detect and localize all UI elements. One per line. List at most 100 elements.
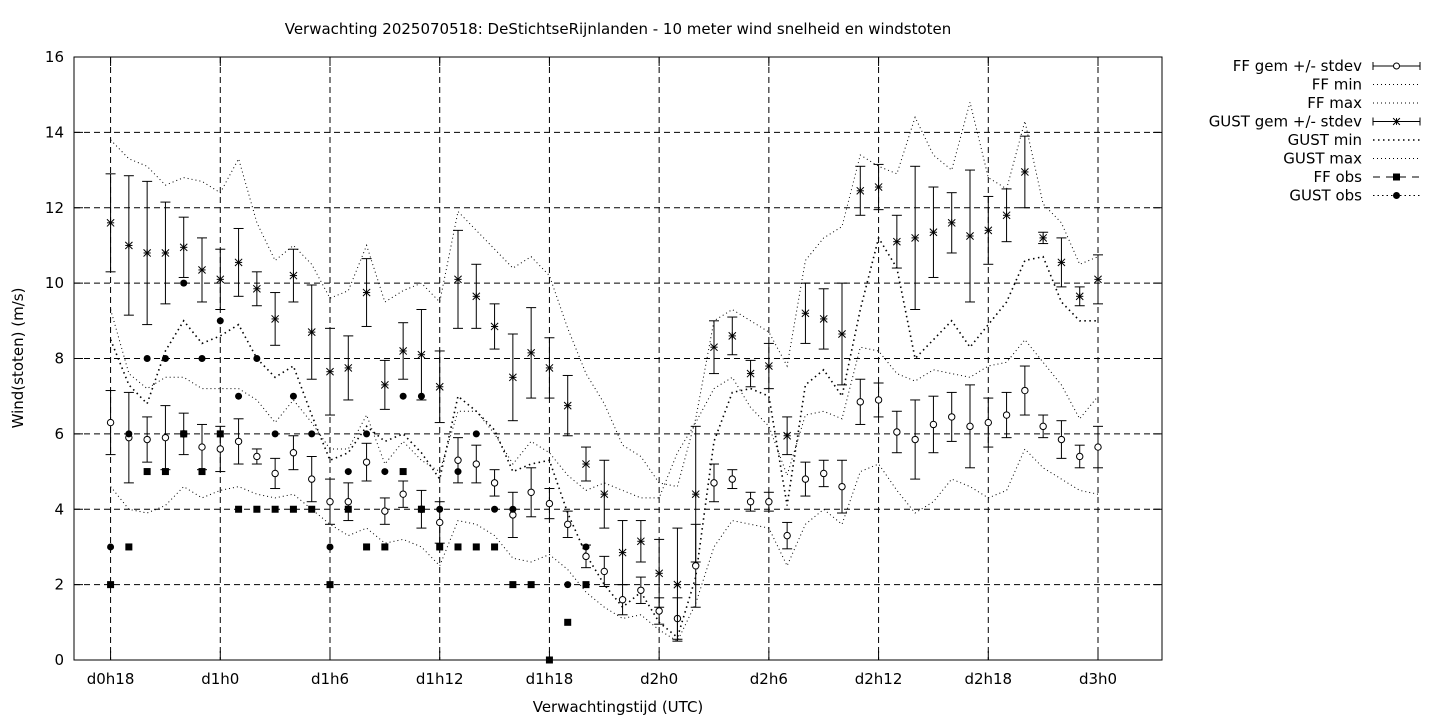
gust-mean-point (417, 350, 426, 359)
ff-mean-point (564, 520, 572, 529)
ff-obs-point (363, 543, 371, 551)
gust-obs-point (344, 468, 352, 476)
legend-item-gust-min: GUST min (1288, 131, 1420, 149)
ff-obs-point (180, 430, 188, 438)
gust-mean-point (1057, 258, 1066, 267)
ff-mean-point (545, 499, 554, 508)
gust-obs-point (180, 279, 188, 287)
ff-min-line (110, 448, 1099, 642)
gust-star-stroke (874, 183, 883, 191)
x-tick-label: d1h6 (311, 670, 349, 688)
ff-mean-point (472, 460, 480, 468)
gust-mean-point (454, 275, 462, 284)
x-tick-label: d1h0 (201, 670, 239, 688)
legend-item-ff-obs: FF obs (1313, 168, 1420, 186)
gust-mean-point (582, 460, 590, 468)
gust-star-stroke (655, 569, 664, 578)
ff-obs-point (344, 505, 352, 513)
gust-star-stroke (618, 548, 627, 557)
gust-obs-point (253, 355, 261, 362)
ff-mean-point (271, 469, 279, 478)
gust-obs-point (582, 543, 590, 551)
ff-obs-point (308, 505, 316, 513)
ff-obs-point (235, 505, 243, 513)
y-tick-label: 4 (54, 500, 64, 518)
gust-mean-point (508, 373, 517, 382)
gust-obs-point (509, 505, 517, 513)
y-tick-label: 6 (54, 425, 64, 443)
y-axis-label: Wind(stoten) (m/s) (9, 288, 27, 429)
gust-mean-point (435, 382, 444, 391)
ff-obs-point (161, 468, 169, 476)
gust-mean-point (472, 292, 481, 301)
gust-obs-point (326, 543, 334, 551)
ff-mean-point (801, 475, 810, 483)
gust-star-stroke (271, 314, 280, 323)
gust-mean-point (216, 275, 225, 284)
gust-obs-point (363, 430, 371, 438)
x-tick-label: d3h0 (1079, 670, 1117, 688)
ff-obs-point (198, 468, 206, 476)
gust-mean-point (344, 363, 353, 372)
x-tick-label: d0h18 (87, 670, 135, 688)
ff-mean-point (326, 498, 334, 506)
gust-mean-point (1075, 292, 1084, 301)
ff-mean-point (234, 437, 243, 446)
gust-star-stroke (856, 186, 865, 195)
ff-obs-point (454, 543, 462, 551)
legend-sample-marker (1393, 173, 1400, 181)
grid-lines (74, 57, 1162, 660)
gust-mean-point (710, 343, 718, 352)
ff-mean-point (966, 422, 974, 431)
gust-star-stroke (673, 580, 682, 589)
gust-star-stroke (801, 309, 810, 318)
gust-min-line (109, 235, 1098, 639)
gust-mean-point (856, 186, 865, 195)
ff-obs-point (491, 543, 499, 551)
gust-mean-point (801, 309, 810, 318)
gust-star-stroke (490, 322, 499, 331)
ff-obs-point (564, 618, 572, 626)
ff-mean-point (106, 418, 115, 427)
gust-obs-point (235, 392, 243, 400)
gust-mean-point (618, 548, 627, 557)
gust-max-line (110, 102, 1099, 488)
gust-star-stroke (838, 330, 846, 338)
gust-star-stroke (728, 331, 737, 340)
ff-mean-point (911, 435, 919, 444)
gust-mean-point (984, 226, 993, 235)
gust-obs-point (472, 430, 480, 438)
gust-obs-point (161, 355, 169, 362)
ff-mean-point (765, 498, 773, 506)
ff-obs-point (125, 543, 133, 551)
gust-obs-point (381, 468, 389, 476)
gust-star-stroke (1039, 233, 1048, 242)
gust-mean-point (326, 367, 334, 376)
gust-star-stroke (1075, 292, 1084, 301)
ff-mean-point (344, 498, 352, 506)
ff-obs-point (472, 543, 480, 551)
gust-star-stroke (819, 314, 828, 323)
ff-mean-point (198, 443, 206, 451)
gust-mean-point (929, 228, 938, 237)
ff-mean-point (527, 488, 535, 496)
gust-star-stroke (344, 363, 353, 372)
gust-mean-point (819, 314, 828, 323)
x-tick-label: d2h0 (640, 670, 678, 688)
ff-obs-point (271, 505, 279, 513)
ff-mean-point (929, 420, 938, 429)
ff-mean-point (1002, 411, 1011, 419)
ff-obs-point (509, 581, 517, 589)
gust-star-stroke (143, 249, 152, 257)
ff-obs-point (143, 468, 151, 476)
gust-star-stroke (106, 218, 115, 227)
legend-label: GUST min (1288, 131, 1362, 149)
ff-mean-point (728, 475, 736, 483)
ff-mean-point (399, 490, 407, 498)
gust-star-stroke (198, 265, 206, 274)
gust-obs-point (308, 430, 316, 438)
gust-mean-point (746, 369, 755, 378)
gust-mean-point (874, 183, 883, 191)
ff-obs-point (417, 505, 425, 513)
